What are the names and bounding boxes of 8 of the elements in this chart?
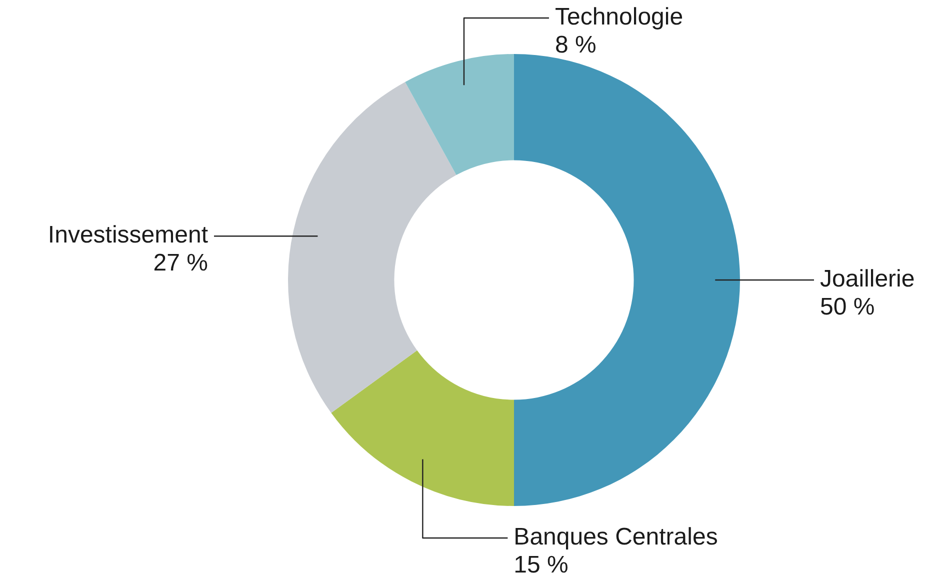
data-label: 8 % (554, 32, 596, 59)
slice-label: Banques Centrales (514, 524, 718, 551)
data-label: 27 % (153, 250, 208, 277)
slice-label: Investissement (48, 222, 208, 249)
slice-label: Joaillerie (820, 266, 915, 293)
slice-label: Technologie (554, 4, 684, 31)
data-label: 50 % (820, 294, 875, 321)
data-label: 15 % (514, 552, 568, 576)
